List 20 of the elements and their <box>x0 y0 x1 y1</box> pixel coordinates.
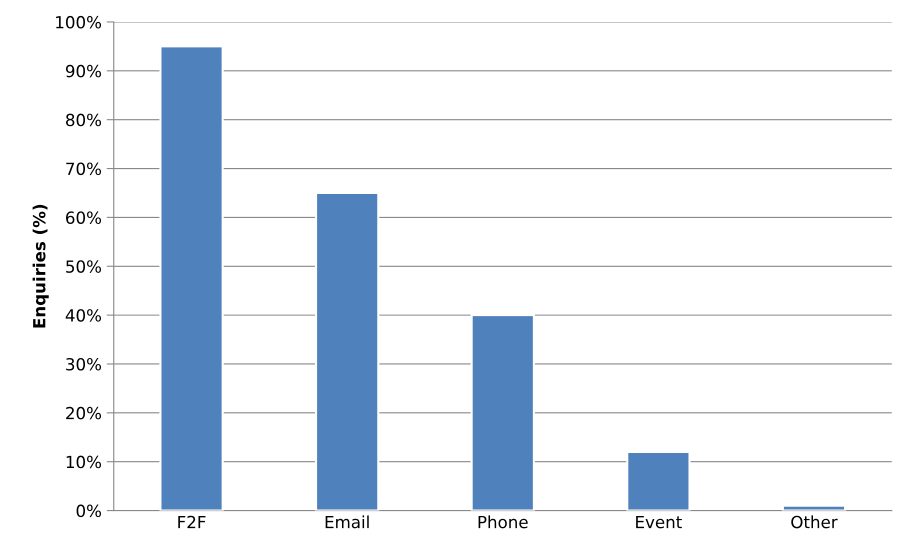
bar <box>782 504 846 511</box>
y-tick-label: 80% <box>66 114 102 126</box>
bar <box>470 314 535 511</box>
y-axis-title: Enquiries (%) <box>32 204 49 328</box>
y-tick-label: 60% <box>66 211 102 224</box>
y-tick-label: 0% <box>76 504 102 518</box>
x-tick-label: Event <box>636 516 682 528</box>
x-tick-label: Phone <box>478 515 528 528</box>
x-tick-label: F2F <box>178 516 206 528</box>
y-tick-label: 100% <box>56 16 102 29</box>
y-tick-label: 90% <box>66 64 102 78</box>
bar <box>159 45 224 511</box>
x-tick-label: Email <box>326 515 369 528</box>
x-tick-label: Other <box>791 515 838 528</box>
y-tick-label: 20% <box>66 406 102 420</box>
y-tick-label: 70% <box>66 162 102 176</box>
y-tick-label: 50% <box>66 260 102 273</box>
y-tick-label: 10% <box>66 456 102 468</box>
y-tick-label: 40% <box>66 309 102 322</box>
y-tick-label: 30% <box>66 358 102 371</box>
